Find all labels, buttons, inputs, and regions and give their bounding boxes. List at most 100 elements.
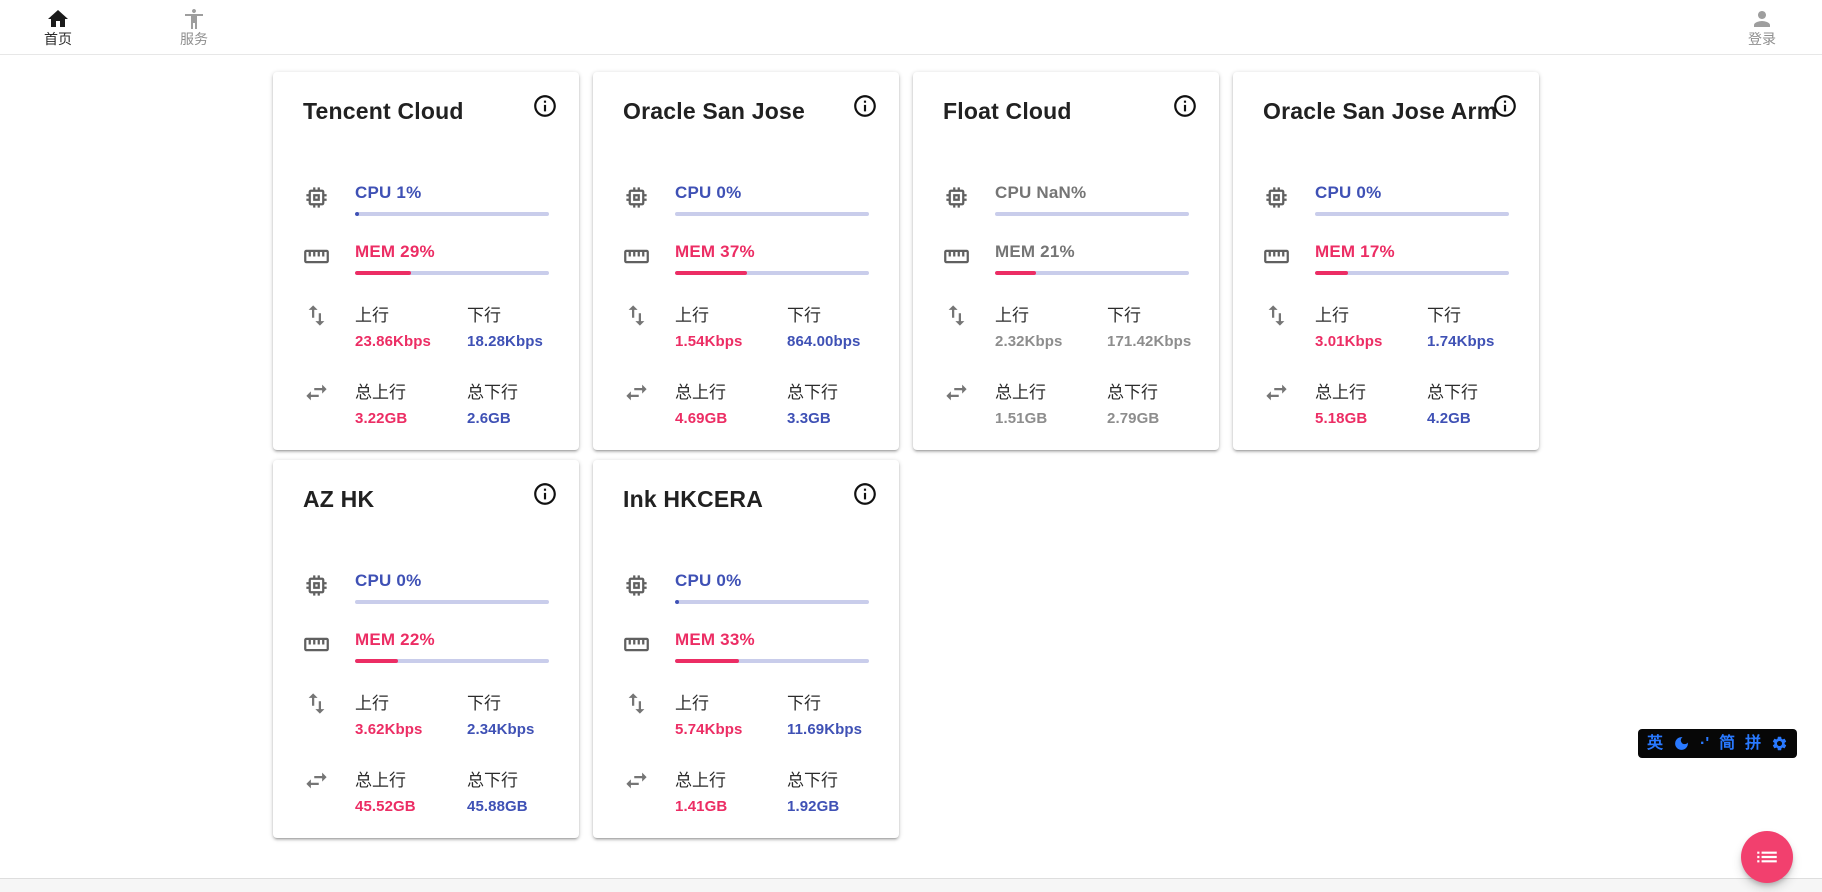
list-icon [1754,844,1780,870]
nav-item-home[interactable]: 首页 [34,7,82,47]
nav-item-services[interactable]: 服务 [170,7,218,47]
ime-simplified-indicator[interactable]: 简 [1719,734,1736,752]
upload-label: 上行 [1315,306,1349,325]
total-upload-label: 总上行 [675,383,726,402]
info-icon[interactable] [1492,93,1518,119]
ruler-icon [303,630,355,663]
download-label: 下行 [787,306,821,325]
total-download-value: 45.88GB [467,798,528,815]
total-upload-value: 3.22GB [355,410,408,427]
cpu-row: CPU NaN% [943,183,1189,216]
total-upload-label: 总上行 [1315,383,1366,402]
total-upload-label: 总上行 [675,771,726,790]
cpu-usage-text: CPU 0% [675,183,742,202]
ime-settings-gear-icon[interactable] [1771,735,1788,752]
total-download-value: 4.2GB [1427,410,1471,427]
ime-punctuation-indicator[interactable]: ·' [1700,734,1710,752]
cpu-chip-icon [1263,183,1315,216]
total-upload-label: 总上行 [995,383,1046,402]
cpu-row: CPU 0% [623,183,869,216]
mem-progress-track [675,659,869,663]
server-card: Oracle San Jose CPU 0% [593,72,899,450]
net-total-row: 总上行 3.22GB 总下行 2.6GB [303,378,549,427]
ruler-icon [623,242,675,275]
nav-services-label: 服务 [180,31,208,47]
net-speed-row: 上行 5.74Kbps 下行 11.69Kbps [623,689,869,738]
ime-language-indicator[interactable]: 英 [1647,734,1664,752]
metrics-block: CPU 0% MEM 22% [303,571,549,815]
mem-progress-track [675,271,869,275]
net-total-row: 总上行 4.69GB 总下行 3.3GB [623,378,869,427]
server-name: AZ HK [303,486,375,512]
mem-usage-text: MEM 33% [675,630,755,649]
up-down-arrows-icon [623,689,675,738]
info-icon[interactable] [1172,93,1198,119]
cpu-usage-text: CPU 1% [355,183,422,202]
ime-pinyin-indicator[interactable]: 拼 [1745,734,1762,752]
upload-speed-value: 2.32Kbps [995,333,1063,350]
server-card: Float Cloud CPU NaN% [913,72,1219,450]
swap-horizontal-icon [1263,378,1315,427]
mem-progress-track [995,271,1189,275]
total-download-label: 总下行 [1427,383,1478,402]
total-upload-value: 1.51GB [995,410,1048,427]
swap-horizontal-icon [623,766,675,815]
mem-progress-track [355,271,549,275]
mem-usage-text: MEM 17% [1315,242,1395,261]
download-label: 下行 [1427,306,1461,325]
upload-label: 上行 [995,306,1029,325]
net-speed-row: 上行 2.32Kbps 下行 171.42Kbps [943,301,1191,350]
cpu-progress-track [355,600,549,604]
info-icon[interactable] [532,481,558,507]
total-download-label: 总下行 [467,771,518,790]
nav-item-login[interactable]: 登录 [1738,7,1786,47]
up-down-arrows-icon [943,301,995,350]
mem-row: MEM 21% [943,242,1189,275]
cpu-usage-text: CPU NaN% [995,183,1087,202]
home-icon [46,7,70,31]
cpu-usage-text: CPU 0% [355,571,422,590]
accessibility-icon [182,7,206,31]
mem-row: MEM 29% [303,242,549,275]
total-download-label: 总下行 [787,383,838,402]
ime-moon-icon[interactable] [1673,735,1690,752]
top-navbar: 首页 服务 登录 [0,0,1822,55]
upload-speed-value: 3.62Kbps [355,721,423,738]
cpu-usage-text: CPU 0% [1315,183,1382,202]
net-speed-row: 上行 3.01Kbps 下行 1.74Kbps [1263,301,1509,350]
net-total-row: 总上行 1.41GB 总下行 1.92GB [623,766,869,815]
swap-horizontal-icon [303,378,355,427]
metrics-block: CPU 0% MEM 33% [623,571,869,815]
mem-row: MEM 37% [623,242,869,275]
download-speed-value: 1.74Kbps [1427,333,1495,350]
ruler-icon [623,630,675,663]
upload-speed-value: 5.74Kbps [675,721,743,738]
download-speed-value: 2.34Kbps [467,721,535,738]
main-content: Tencent Cloud CPU 1% [0,55,1822,838]
mem-row: MEM 17% [1263,242,1509,275]
total-download-value: 3.3GB [787,410,831,427]
server-card: Ink HKCERA CPU 0% [593,460,899,838]
total-upload-label: 总上行 [355,771,406,790]
upload-label: 上行 [355,306,389,325]
cpu-progress-track [995,212,1189,216]
info-icon[interactable] [852,93,878,119]
total-download-label: 总下行 [1107,383,1158,402]
cpu-chip-icon [623,571,675,604]
mem-usage-text: MEM 37% [675,242,755,261]
net-speed-row: 上行 23.86Kbps 下行 18.28Kbps [303,301,549,350]
metrics-block: CPU 1% MEM 29% [303,183,549,427]
info-icon[interactable] [532,93,558,119]
server-list-fab[interactable] [1741,831,1793,883]
total-download-label: 总下行 [467,383,518,402]
info-icon[interactable] [852,481,878,507]
download-label: 下行 [1107,306,1141,325]
metrics-block: CPU 0% MEM 37% [623,183,869,427]
swap-horizontal-icon [303,766,355,815]
server-card: Tencent Cloud CPU 1% [273,72,579,450]
up-down-arrows-icon [623,301,675,350]
nav-login-label: 登录 [1748,31,1776,47]
up-down-arrows-icon [303,689,355,738]
upload-speed-value: 3.01Kbps [1315,333,1383,350]
cpu-chip-icon [623,183,675,216]
